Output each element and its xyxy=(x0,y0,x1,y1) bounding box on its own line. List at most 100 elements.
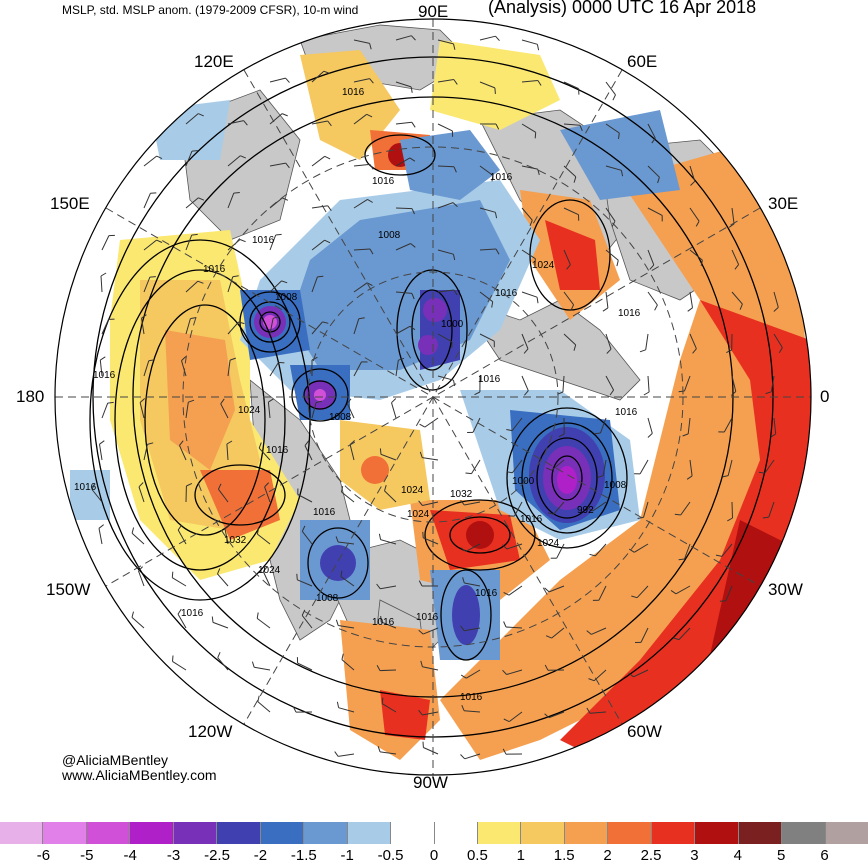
wind-barb xyxy=(471,459,481,474)
wind-barb-flag xyxy=(523,348,529,354)
wind-barb xyxy=(99,444,103,461)
wind-barb xyxy=(479,35,496,41)
wind-barb xyxy=(675,585,691,595)
wind-barb xyxy=(508,585,523,596)
wind-barb-flag xyxy=(188,399,195,403)
wind-barb-flag xyxy=(460,674,467,679)
wind-barb-flag xyxy=(502,544,508,550)
wind-barb xyxy=(647,123,656,139)
isobar-label: 1016 xyxy=(372,617,395,628)
wind-barb-flag xyxy=(773,307,779,312)
wind-barb-flag xyxy=(100,272,107,277)
wind-barb xyxy=(381,621,397,629)
colorbar-swatch xyxy=(738,822,783,844)
wind-barb xyxy=(594,543,607,557)
isobar-label: 1016 xyxy=(520,514,543,525)
wind-barb xyxy=(600,417,607,434)
wind-barb-flag xyxy=(570,304,575,311)
wind-barb-flag xyxy=(544,587,550,593)
colorbar-swatch xyxy=(0,822,44,844)
wind-barb xyxy=(689,165,696,182)
lon-label-120w: 120W xyxy=(188,722,233,741)
isobar-label: 1008 xyxy=(604,480,627,491)
wind-barb xyxy=(217,657,229,671)
wind-barb-flag xyxy=(728,223,735,228)
isobar-label: 1016 xyxy=(495,288,518,299)
wind-barb xyxy=(506,543,523,550)
wind-barb xyxy=(479,165,494,176)
wind-barb xyxy=(353,78,370,83)
wind-barb-flag xyxy=(138,566,143,572)
wind-barb-flag xyxy=(657,177,660,184)
isobar-label-layer: 1016 1016 1016 1016 1008 1024 1016 1016 … xyxy=(74,87,641,703)
wind-barb xyxy=(139,402,145,419)
wind-barb-flag xyxy=(336,701,340,708)
wind-barb-flag xyxy=(690,180,696,186)
wind-barb xyxy=(353,318,360,335)
wind-barb xyxy=(563,81,579,90)
map-title: MSLP, std. MSLP anom. (1979-2009 CFSR), … xyxy=(62,3,359,17)
wind-barb xyxy=(548,711,565,719)
wind-barb xyxy=(177,613,187,629)
colorbar-swatch xyxy=(130,822,174,844)
wind-barb-flag xyxy=(278,361,285,364)
colorbar-swatch xyxy=(173,822,218,844)
wind-barb-flag xyxy=(730,391,737,396)
wind-barb xyxy=(227,276,234,293)
isobar-label: 1016 xyxy=(416,612,439,623)
wind-barb xyxy=(380,751,397,755)
wind-barb xyxy=(185,402,189,419)
wind-barb-flag xyxy=(177,524,183,531)
wind-barb-flag xyxy=(529,220,533,226)
lon-label-60w: 60W xyxy=(627,722,662,741)
wind-barb-flag xyxy=(217,652,221,658)
wind-barb-flag xyxy=(379,448,382,455)
colorbar-swatch xyxy=(347,822,392,844)
wind-barb xyxy=(185,113,199,125)
wind-barb-flag xyxy=(340,570,343,577)
wind-barb xyxy=(185,234,193,251)
wind-barb xyxy=(437,202,454,209)
wind-barb xyxy=(645,333,649,350)
wind-barb-flag xyxy=(99,440,105,445)
wind-barb xyxy=(521,39,538,45)
wind-barb xyxy=(437,123,453,132)
wind-barb-flag xyxy=(282,197,289,201)
wind-barb xyxy=(465,543,481,552)
isobar-label: 1016 xyxy=(372,176,395,187)
wind-barb xyxy=(731,291,743,305)
colorbar-tick-label: -3 xyxy=(166,847,181,864)
wind-barb-flag xyxy=(739,303,743,310)
wind-barb xyxy=(551,459,565,471)
wind-barb xyxy=(479,81,496,89)
wind-barb-flag xyxy=(148,359,155,362)
wind-barb-flag xyxy=(452,254,456,261)
wind-barb-flag xyxy=(495,35,500,42)
wind-barb-flag xyxy=(275,233,282,236)
wind-barb-flag xyxy=(304,440,310,446)
isobar-label: 1008 xyxy=(275,292,298,303)
wind-barb xyxy=(727,459,733,476)
wind-barb xyxy=(257,701,271,713)
wind-barb xyxy=(731,375,737,392)
wind-barb xyxy=(605,123,620,134)
colorbar-swatch xyxy=(434,822,478,844)
wind-barb-flag xyxy=(315,400,323,403)
wind-barb-flag xyxy=(322,321,329,324)
colorbar-tick-label: 5 xyxy=(777,847,786,864)
wind-barb-flag xyxy=(715,554,723,557)
wind-barb-flag xyxy=(491,301,494,308)
wind-barb-flag xyxy=(491,175,494,182)
lon-label-90w: 90W xyxy=(413,773,448,792)
wind-barb xyxy=(143,276,151,293)
wind-barb xyxy=(422,501,439,506)
wind-barb-flag xyxy=(524,390,529,396)
wind-barb xyxy=(511,417,523,431)
wind-barb-flag xyxy=(358,317,365,320)
wind-barb xyxy=(689,291,693,308)
wind-barb xyxy=(297,579,313,587)
wind-barb-flag xyxy=(452,202,458,208)
colorbar-tick-label: -1 xyxy=(340,847,354,864)
wind-barb xyxy=(563,207,579,216)
wind-barb-flag xyxy=(211,616,214,623)
